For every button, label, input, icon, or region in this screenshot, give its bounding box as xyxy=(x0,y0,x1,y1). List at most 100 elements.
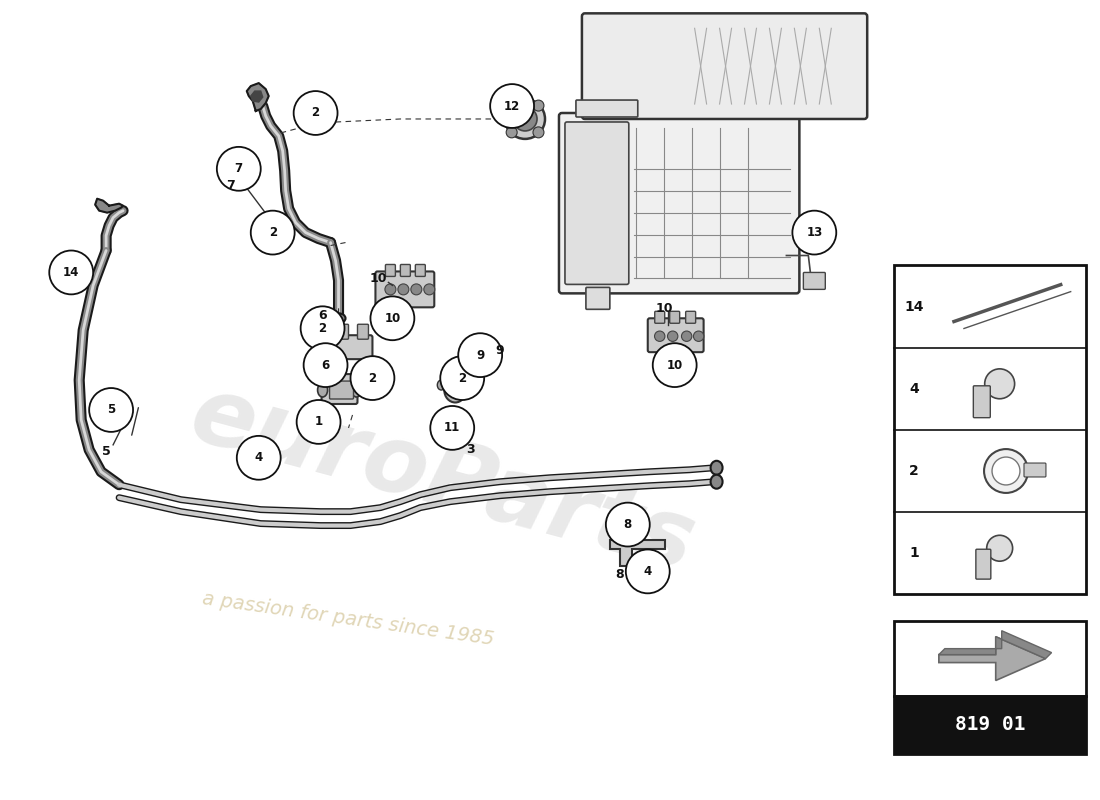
Text: 10: 10 xyxy=(384,312,400,325)
Text: 2: 2 xyxy=(459,371,466,385)
FancyBboxPatch shape xyxy=(654,311,664,323)
FancyBboxPatch shape xyxy=(648,318,704,352)
Circle shape xyxy=(682,331,692,342)
FancyBboxPatch shape xyxy=(894,266,1086,594)
Circle shape xyxy=(217,147,261,190)
Ellipse shape xyxy=(352,383,362,397)
Text: 8: 8 xyxy=(624,518,631,531)
Text: 5: 5 xyxy=(107,403,116,417)
Circle shape xyxy=(304,343,348,387)
FancyBboxPatch shape xyxy=(314,335,373,359)
Text: 2: 2 xyxy=(311,106,320,119)
Polygon shape xyxy=(251,91,263,102)
Circle shape xyxy=(424,284,434,295)
FancyBboxPatch shape xyxy=(358,324,368,339)
FancyBboxPatch shape xyxy=(321,374,358,404)
FancyBboxPatch shape xyxy=(565,122,629,285)
Circle shape xyxy=(652,343,696,387)
Text: 1: 1 xyxy=(315,415,322,429)
Text: 7: 7 xyxy=(227,179,235,192)
Circle shape xyxy=(385,284,396,295)
Text: 9: 9 xyxy=(496,344,505,357)
Text: 1: 1 xyxy=(910,546,918,560)
Circle shape xyxy=(534,127,544,138)
Circle shape xyxy=(506,100,517,111)
Circle shape xyxy=(398,284,409,295)
Circle shape xyxy=(300,306,344,350)
Text: 11: 11 xyxy=(444,422,461,434)
FancyBboxPatch shape xyxy=(375,271,434,307)
Text: 6: 6 xyxy=(321,358,330,372)
FancyBboxPatch shape xyxy=(803,273,825,290)
Polygon shape xyxy=(96,198,123,213)
Text: 10: 10 xyxy=(370,272,387,285)
Ellipse shape xyxy=(449,383,461,397)
Text: 2: 2 xyxy=(268,226,277,239)
Text: 12: 12 xyxy=(504,99,520,113)
Circle shape xyxy=(984,369,1014,398)
FancyBboxPatch shape xyxy=(894,696,1086,754)
FancyBboxPatch shape xyxy=(586,287,609,310)
Circle shape xyxy=(251,210,295,254)
Text: 2: 2 xyxy=(319,322,327,334)
FancyBboxPatch shape xyxy=(338,324,349,339)
Circle shape xyxy=(992,457,1020,485)
Circle shape xyxy=(297,400,341,444)
Circle shape xyxy=(505,99,544,139)
Circle shape xyxy=(294,91,338,135)
Text: 14: 14 xyxy=(63,266,79,279)
Polygon shape xyxy=(609,539,664,566)
FancyBboxPatch shape xyxy=(559,113,800,294)
Circle shape xyxy=(440,356,484,400)
Circle shape xyxy=(606,502,650,546)
Text: 10: 10 xyxy=(656,302,673,315)
Circle shape xyxy=(430,406,474,450)
FancyBboxPatch shape xyxy=(330,381,353,399)
Circle shape xyxy=(513,107,537,131)
FancyBboxPatch shape xyxy=(1024,463,1046,477)
Circle shape xyxy=(984,449,1027,493)
Circle shape xyxy=(50,250,94,294)
Text: 4: 4 xyxy=(254,451,263,464)
Circle shape xyxy=(411,284,421,295)
Text: 14: 14 xyxy=(904,299,924,314)
Circle shape xyxy=(89,388,133,432)
Circle shape xyxy=(987,535,1013,561)
FancyBboxPatch shape xyxy=(974,386,990,418)
FancyBboxPatch shape xyxy=(416,265,426,277)
Circle shape xyxy=(236,436,280,480)
Text: 13: 13 xyxy=(806,226,823,239)
Circle shape xyxy=(792,210,836,254)
Text: 8: 8 xyxy=(616,568,624,581)
Circle shape xyxy=(491,84,534,128)
Text: 4: 4 xyxy=(910,382,918,396)
Text: 9: 9 xyxy=(476,349,484,362)
Text: 4: 4 xyxy=(644,565,652,578)
Circle shape xyxy=(693,331,704,342)
Text: 3: 3 xyxy=(466,443,474,456)
Ellipse shape xyxy=(711,474,723,489)
FancyBboxPatch shape xyxy=(670,311,680,323)
Circle shape xyxy=(626,550,670,594)
FancyBboxPatch shape xyxy=(385,265,395,277)
FancyBboxPatch shape xyxy=(320,324,331,339)
FancyBboxPatch shape xyxy=(582,14,867,119)
Text: 819 01: 819 01 xyxy=(955,715,1025,734)
Text: 10: 10 xyxy=(667,358,683,372)
Ellipse shape xyxy=(331,314,345,323)
Circle shape xyxy=(654,331,664,342)
Ellipse shape xyxy=(444,378,466,402)
Circle shape xyxy=(351,356,395,400)
Ellipse shape xyxy=(711,461,723,474)
Text: 2: 2 xyxy=(368,371,376,385)
Text: 6: 6 xyxy=(318,309,327,322)
FancyBboxPatch shape xyxy=(894,622,1086,696)
Circle shape xyxy=(371,296,415,340)
Polygon shape xyxy=(939,637,1046,681)
Text: euroParts: euroParts xyxy=(180,368,705,591)
FancyBboxPatch shape xyxy=(576,100,638,117)
FancyBboxPatch shape xyxy=(400,265,410,277)
Circle shape xyxy=(459,334,502,377)
Polygon shape xyxy=(939,630,1052,658)
Ellipse shape xyxy=(318,383,328,397)
